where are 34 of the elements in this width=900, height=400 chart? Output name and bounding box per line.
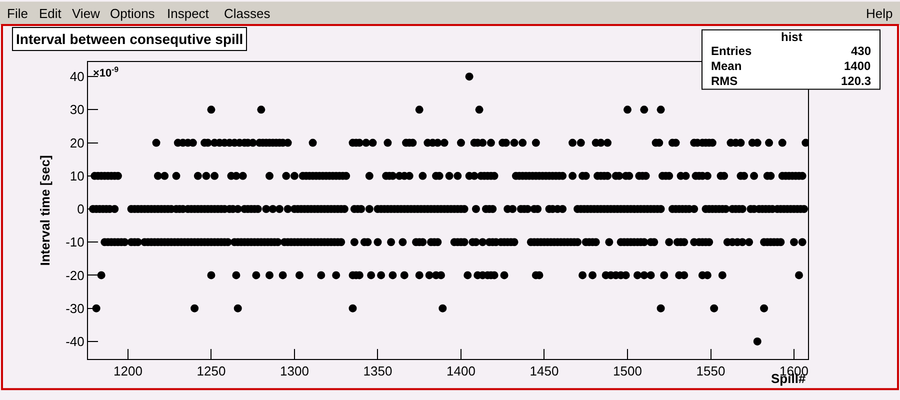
text: View [72,6,101,21]
y-tick-label: 20 [70,135,84,150]
y-tick-label: -40 [66,334,84,349]
text: Classes [224,6,271,21]
x-tick-label: 1350 [363,364,392,379]
text: hist [781,30,802,44]
text: File [7,6,28,21]
x-tick-label: 1250 [196,364,226,379]
text: Entries [711,44,752,58]
y-tick-label: 0 [77,202,84,217]
text: 120.3 [841,74,872,88]
text: Edit [39,6,62,21]
x-tick-label: 1200 [114,364,142,379]
x-tick-label: 1400 [446,364,476,379]
chart-title: Interval between consequtive spill [16,31,244,47]
text: Help [866,6,893,21]
x-tick-label: 1450 [530,364,559,379]
y-tick-label: 40 [70,69,84,84]
text: Options [110,6,156,21]
y-tick-label: -10 [66,234,84,250]
annotation: RMS [711,74,738,88]
text: 430 [851,44,872,58]
text: Inspect [167,6,210,21]
y-axis-title: Interval time [sec] [38,155,53,266]
x-tick-label: 1300 [280,364,309,379]
y-tick-label: 10 [70,168,84,184]
y-tick-label: 30 [70,102,84,118]
y-tick-label: -30 [66,300,84,316]
y-tick-label: -20 [66,268,84,283]
x-tick-label: 1500 [613,364,642,379]
text: 1400 [844,59,872,73]
annotation: ×10$^{-9}$ [93,65,119,80]
x-tick-label: 1550 [696,364,726,379]
annotation: Mean [711,59,742,73]
